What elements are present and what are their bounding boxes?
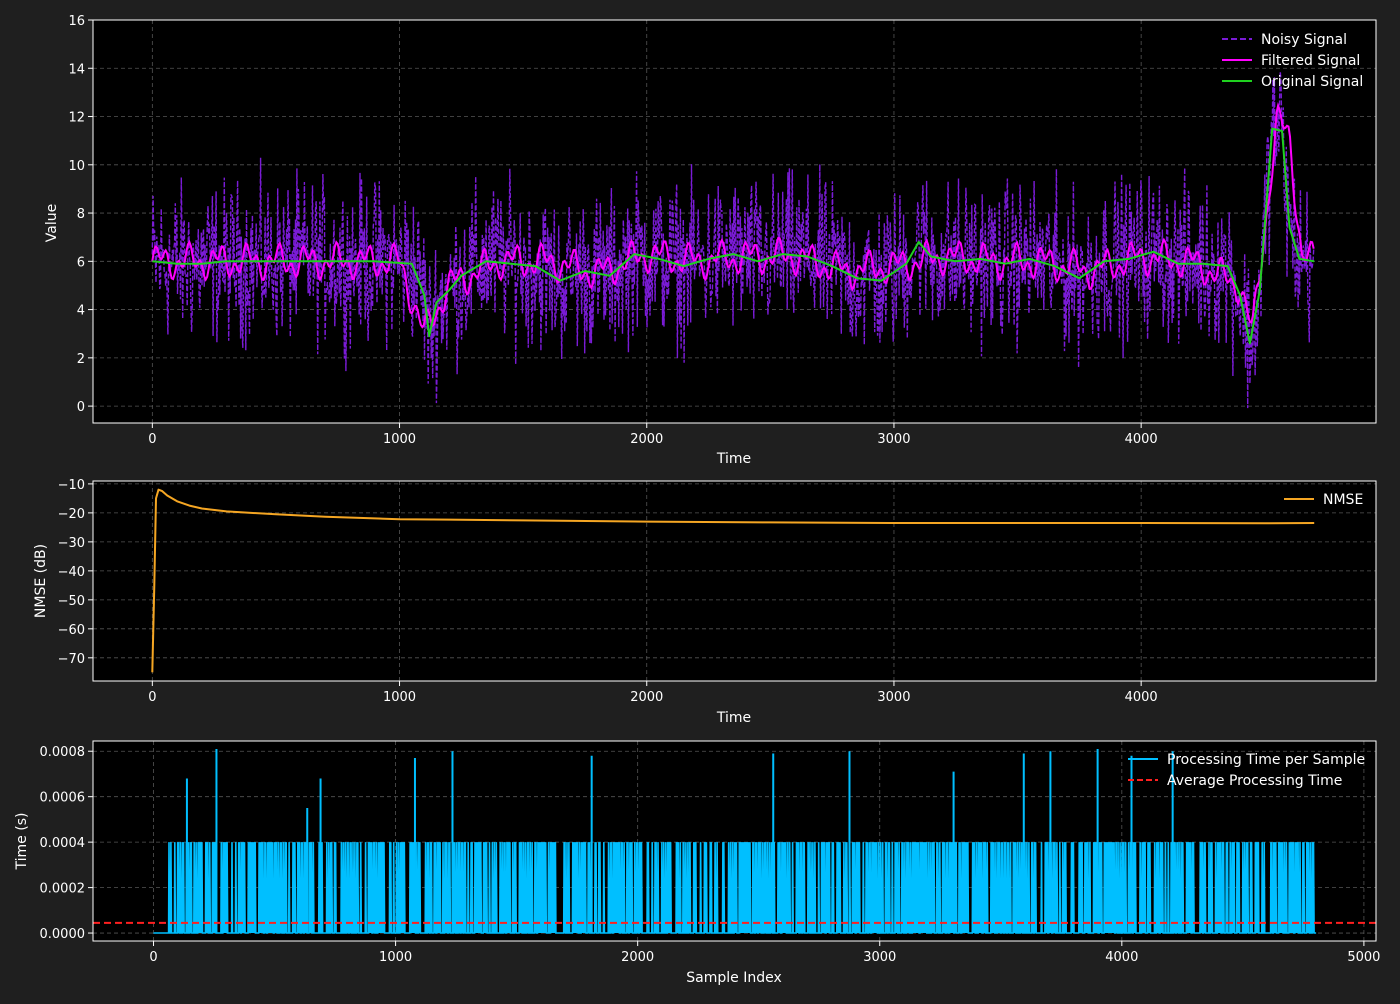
y-tick-label: 0.0000 (40, 927, 86, 942)
x-tick-label: 4000 (1125, 690, 1158, 705)
nmse-ticks: 0 1000 2000 3000 4000 −70 −60 −50 −40 −30 −20 −10 (58, 478, 1158, 705)
series-noisy-signal (151, 71, 1315, 409)
y-tick-label: 8 (77, 207, 85, 222)
x-tick-label: 2000 (621, 950, 654, 965)
x-tick-label: 0 (148, 690, 156, 705)
x-tick-label: 4000 (1105, 950, 1138, 965)
nmse-legend: NMSE (1284, 492, 1363, 508)
signal-chart: 0 1000 2000 3000 4000 0 2 4 6 8 10 12 14 16 Time Valu… (44, 14, 1377, 467)
y-tick-label: 0 (77, 400, 85, 415)
x-tick-label: 3000 (877, 690, 910, 705)
signal-ticks: 0 1000 2000 3000 4000 0 2 4 6 8 10 12 14 16 (68, 14, 1157, 447)
x-tick-label: 5000 (1347, 950, 1380, 965)
nmse-plot-area (93, 481, 1376, 681)
x-tick-label: 2000 (630, 690, 663, 705)
y-tick-label: −30 (58, 536, 85, 551)
y-tick-label: 10 (68, 159, 85, 174)
processing-ticks: 0 1000 2000 3000 4000 5000 0.0000 0.0002 0.0004 0… (40, 745, 1381, 965)
y-tick-label: −50 (58, 594, 85, 609)
signal-ylabel: Value (44, 204, 60, 242)
series-original-signal (152, 127, 1315, 345)
x-tick-label: 3000 (863, 950, 896, 965)
processing-xlabel: Sample Index (686, 970, 781, 986)
legend-label-noisy: Noisy Signal (1261, 32, 1347, 48)
y-tick-label: 6 (77, 255, 85, 270)
x-tick-label: 0 (149, 950, 157, 965)
processing-ylabel: Time (s) (14, 813, 30, 871)
y-tick-label: 0.0004 (40, 836, 86, 851)
legend-label-average: Average Processing Time (1167, 773, 1342, 789)
y-tick-label: 0.0006 (40, 791, 86, 806)
y-tick-label: −60 (58, 623, 85, 638)
processing-series (93, 748, 1376, 934)
y-tick-label: −10 (58, 478, 85, 493)
x-tick-label: 1000 (379, 950, 412, 965)
y-tick-label: −20 (58, 507, 85, 522)
nmse-grid (93, 481, 1376, 681)
x-tick-label: 1000 (383, 690, 416, 705)
legend-label-processing: Processing Time per Sample (1167, 752, 1365, 768)
processing-legend: Processing Time per Sample Average Proce… (1128, 752, 1365, 789)
nmse-plot-frame (92, 480, 1377, 682)
legend-label-nmse: NMSE (1323, 492, 1363, 508)
signal-legend: Noisy Signal Filtered Signal Original Si… (1222, 32, 1363, 90)
legend-label-original: Original Signal (1261, 74, 1363, 90)
y-tick-label: 4 (77, 304, 85, 319)
x-tick-label: 4000 (1125, 432, 1158, 447)
y-tick-label: 12 (68, 111, 85, 126)
y-tick-label: 0.0008 (40, 745, 86, 760)
y-tick-label: −40 (58, 565, 85, 580)
y-tick-label: 2 (77, 352, 85, 367)
series-nmse (151, 488, 1315, 673)
x-tick-label: 0 (148, 432, 156, 447)
signal-xlabel: Time (716, 451, 751, 467)
x-tick-label: 2000 (630, 432, 663, 447)
series-processing-time (153, 842, 1317, 934)
nmse-series (151, 488, 1315, 673)
nmse-xlabel: Time (716, 710, 751, 726)
processing-time-chart: 0 1000 2000 3000 4000 5000 0.0000 0.0002 0.0004 0… (14, 740, 1381, 986)
signal-series (151, 71, 1315, 409)
nmse-ylabel: NMSE (dB) (33, 544, 49, 618)
legend-label-filtered: Filtered Signal (1261, 53, 1360, 69)
x-tick-label: 1000 (383, 432, 416, 447)
nmse-chart: 0 1000 2000 3000 4000 −70 −60 −50 −40 −30 −20 −10 T… (33, 478, 1377, 726)
y-tick-label: 16 (68, 14, 85, 29)
processing-plot-frame (92, 740, 1377, 942)
y-tick-label: −70 (58, 652, 85, 667)
x-tick-label: 3000 (877, 432, 910, 447)
y-tick-label: 14 (68, 62, 85, 77)
y-tick-label: 0.0002 (40, 882, 86, 897)
signal-plot-frame (92, 19, 1377, 424)
